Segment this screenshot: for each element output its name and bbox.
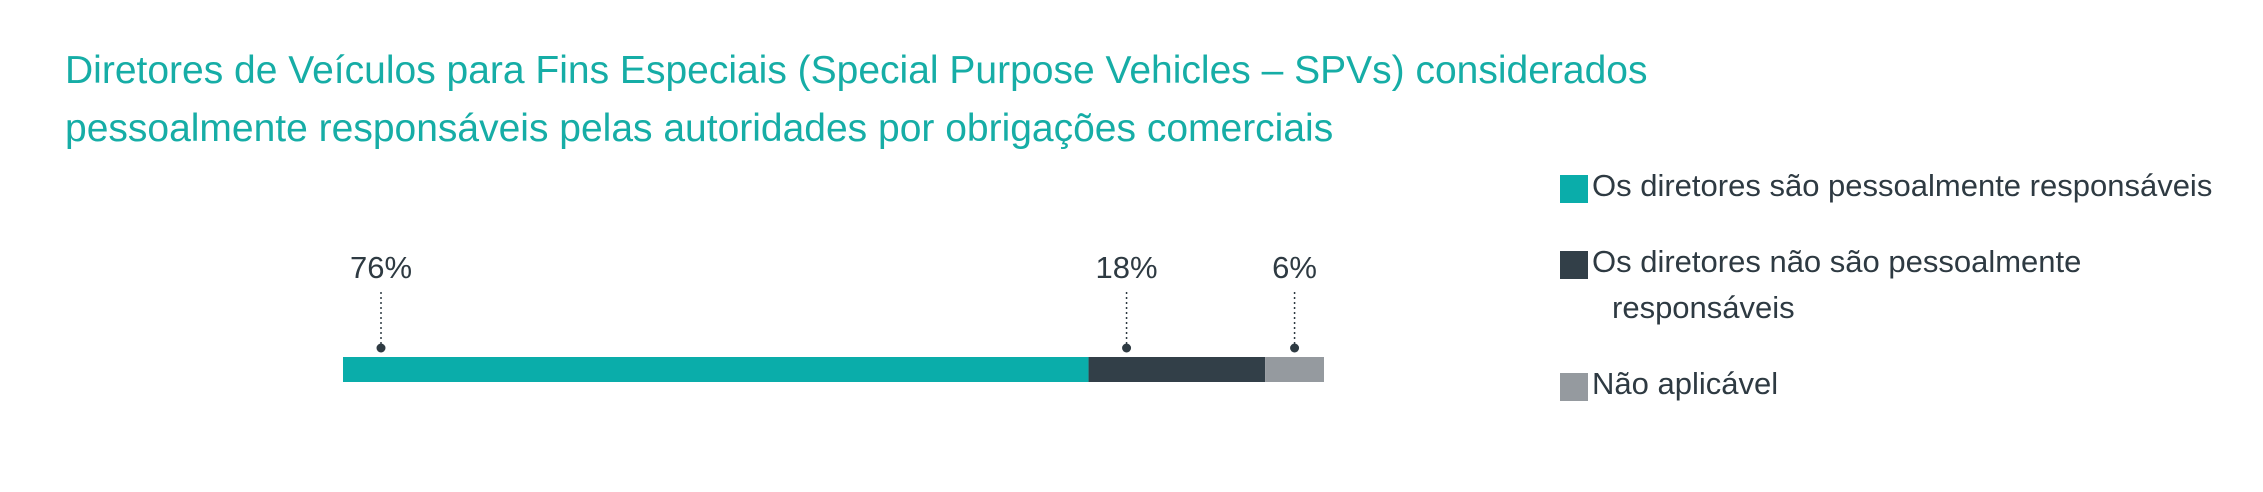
chart-title-line-2: pessoalmente responsáveis pelas autorida… (65, 107, 1334, 150)
legend-swatch (1560, 175, 1588, 203)
bar-segment-3 (1265, 357, 1324, 382)
data-label-2: 18% (1096, 250, 1158, 285)
data-label-3: 6% (1272, 250, 1317, 285)
legend-label: Os diretores são pessoalmente responsáve… (1592, 168, 2213, 203)
leader-dot-1 (376, 343, 386, 353)
leader-dot-3 (1290, 343, 1300, 353)
legend-item-not-applicable: Não aplicável (1560, 361, 2250, 407)
legend: Os diretores são pessoalmente responsáve… (1560, 163, 2250, 437)
leader-dot-2 (1122, 343, 1132, 353)
chart-title: Diretores de Veículos para Fins Especiai… (65, 42, 1865, 158)
legend-item-not-personally-responsible: Os diretores não são pessoalmente respon… (1560, 239, 2250, 331)
bar-segment-1 (343, 357, 1089, 382)
legend-label: Os diretores não são pessoalmente respon… (1592, 244, 2082, 325)
legend-item-personally-responsible: Os diretores são pessoalmente responsáve… (1560, 163, 2250, 209)
legend-label: Não aplicável (1592, 366, 1779, 401)
bar-segment-2 (1088, 357, 1266, 382)
legend-swatch (1560, 373, 1588, 401)
chart-title-line-1: Diretores de Veículos para Fins Especiai… (65, 49, 1648, 92)
legend-swatch (1560, 251, 1588, 279)
data-label-1: 76% (350, 250, 412, 285)
